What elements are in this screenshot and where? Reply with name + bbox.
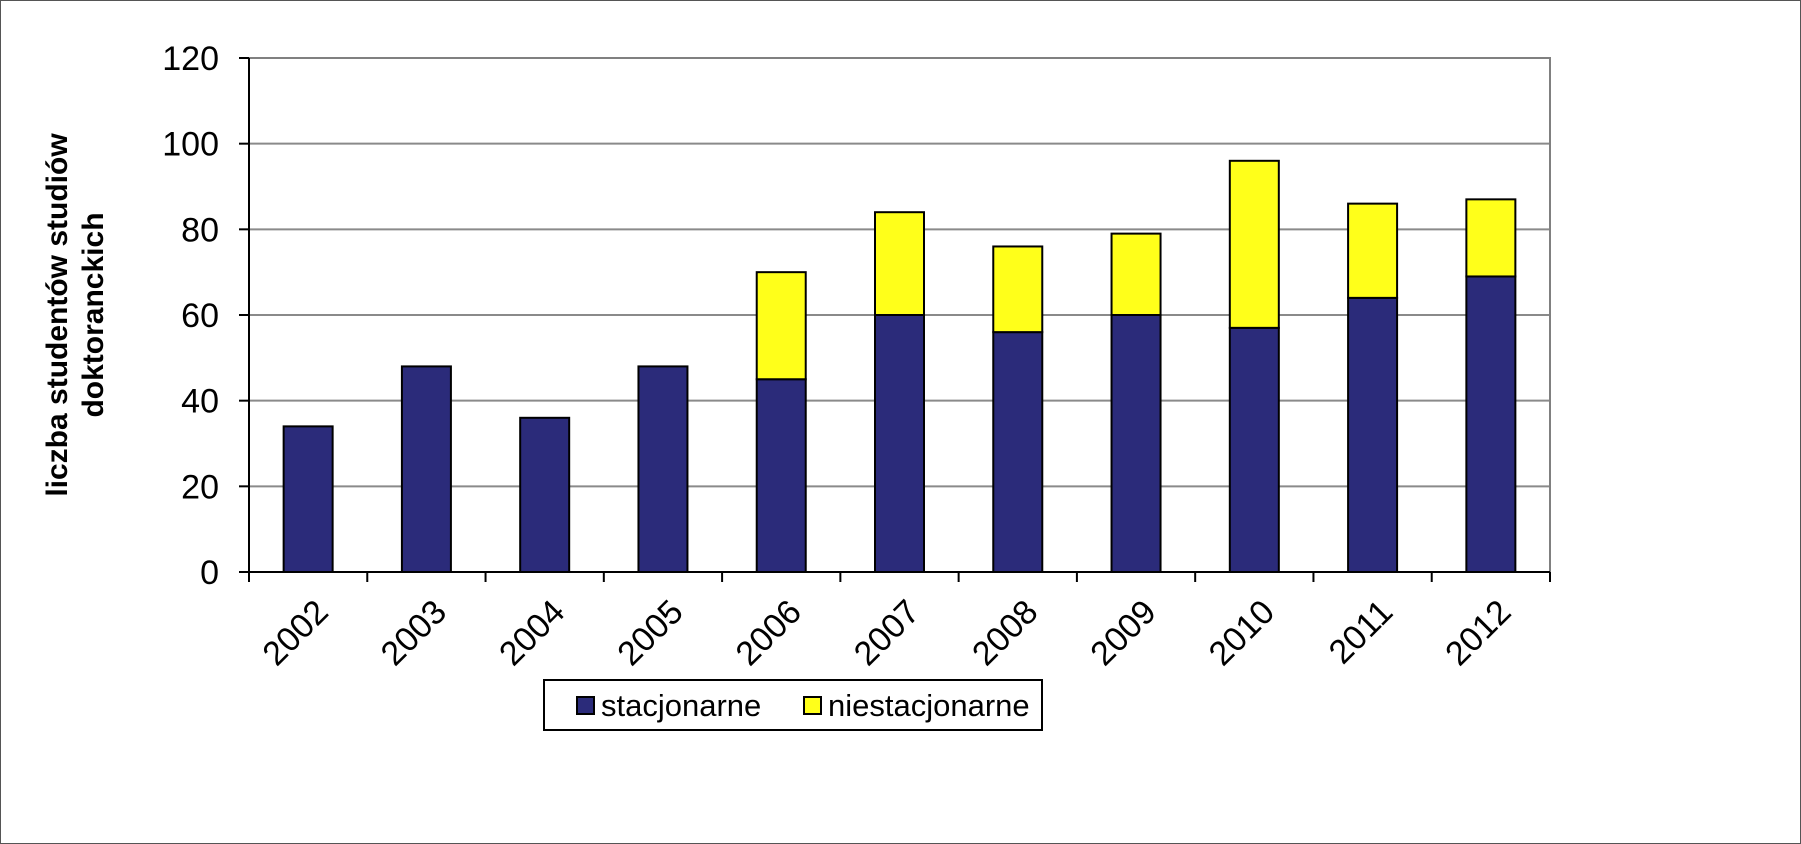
legend-swatch-stacjonarne bbox=[576, 696, 595, 715]
y-tick-label: 100 bbox=[162, 126, 219, 164]
x-tick-label: 2003 bbox=[374, 593, 454, 673]
x-tick-label: 2007 bbox=[847, 593, 927, 673]
y-axis-title: liczba studentów studiów doktoranckich bbox=[41, 133, 110, 497]
x-tick-label: 2004 bbox=[492, 593, 572, 673]
bar-stacjonarne-2007 bbox=[874, 314, 925, 573]
bars bbox=[282, 159, 1517, 573]
bar-stacjonarne-2010 bbox=[1228, 326, 1280, 573]
bar-stacjonarne-2006 bbox=[755, 378, 807, 573]
y-tick-label: 60 bbox=[181, 297, 219, 335]
legend: stacjonarne niestacjonarne bbox=[543, 679, 1043, 731]
legend-swatch-niestacjonarne bbox=[803, 696, 822, 715]
x-tick-label: 2002 bbox=[255, 593, 335, 673]
x-tick-label: 2010 bbox=[1202, 593, 1282, 673]
x-tick-label: 2011 bbox=[1322, 593, 1401, 672]
y-tick-labels: 0 20 40 60 80 100 120 bbox=[162, 40, 219, 592]
y-tick-label: 120 bbox=[162, 40, 219, 78]
y-tick-label: 0 bbox=[200, 554, 219, 592]
bar-stacjonarne-2012 bbox=[1465, 275, 1517, 573]
bar-niestacjonarne-2010 bbox=[1228, 159, 1280, 329]
bar-stacjonarne-2002 bbox=[282, 425, 334, 573]
bar-stacjonarne-2004 bbox=[519, 416, 571, 573]
legend-label-stacjonarne: stacjonarne bbox=[601, 688, 761, 723]
bar-stacjonarne-2011 bbox=[1347, 296, 1399, 573]
bar-niestacjonarne-2009 bbox=[1110, 232, 1162, 316]
axes bbox=[239, 57, 1551, 582]
legend-label-niestacjonarne: niestacjonarne bbox=[828, 688, 1030, 723]
y-axis-title-line: liczba studentów studiów bbox=[41, 133, 74, 497]
bar-stacjonarne-2003 bbox=[400, 365, 452, 573]
x-tick-label: 2005 bbox=[610, 593, 690, 673]
x-tick-label: 2012 bbox=[1438, 593, 1518, 673]
bar-stacjonarne-2008 bbox=[992, 331, 1044, 573]
y-axis-title-line: doktoranckich bbox=[77, 212, 110, 417]
bar-niestacjonarne-2008 bbox=[992, 245, 1044, 334]
x-tick-labels: 2002 2003 2004 2005 2006 2007 2008 2009 2010 2011… bbox=[255, 593, 1518, 673]
legend-box bbox=[543, 679, 1043, 731]
bar-niestacjonarne-2012 bbox=[1465, 198, 1517, 278]
y-tick-label: 20 bbox=[181, 468, 219, 506]
x-tick-label: 2008 bbox=[965, 593, 1045, 673]
bar-stacjonarne-2009 bbox=[1110, 314, 1162, 573]
bar-niestacjonarne-2007 bbox=[874, 211, 925, 316]
y-tick-label: 40 bbox=[181, 383, 219, 421]
x-tick-label: 2006 bbox=[729, 593, 809, 673]
y-tick-label: 80 bbox=[181, 211, 219, 249]
x-tick-label: 2009 bbox=[1083, 593, 1163, 673]
bar-niestacjonarne-2011 bbox=[1347, 202, 1399, 299]
bar-niestacjonarne-2006 bbox=[755, 271, 807, 381]
bar-stacjonarne-2005 bbox=[637, 365, 689, 573]
